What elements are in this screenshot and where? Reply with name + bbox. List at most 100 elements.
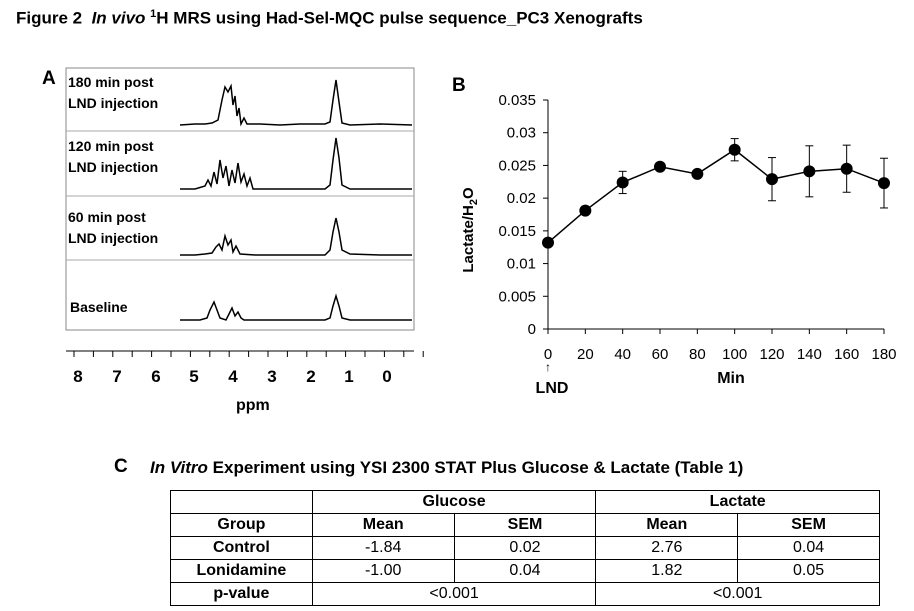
lactate-series [542,138,890,249]
spectrum-label-60-line1: 60 min post [68,209,146,225]
y-axis-label: Lactate/H2O [460,187,480,273]
lactate-header: Lactate [595,490,880,514]
table-row: Lonidamine -1.00 0.04 1.82 0.05 [170,559,880,583]
spectrum-label-180: 180 min post LND injection [68,72,158,114]
figure-title-italic: In vivo [91,8,146,28]
lactate-mean-header: Mean [595,513,739,537]
x-tick-label: 20 [577,346,594,363]
table-row-pvalue: p-value <0.001 <0.001 [170,582,880,606]
y-axis-label-tail: O [460,187,477,199]
spectrum-label-120-line1: 120 min post [68,138,154,154]
x-tick-label: 0 [544,346,552,363]
y-axis-label-main: Lactate/H [460,205,477,273]
ppm-minor-ticks [73,351,424,357]
spectrum-label-180-line1: 180 min post [68,74,154,90]
spectrum-trace-baseline [180,293,412,321]
lactate-sem-cell: 0.05 [737,559,880,583]
figure-title-sup: 1 [150,8,157,20]
lactate-sem-cell: 0.04 [737,536,880,560]
ppm-tick-label: 6 [151,367,161,386]
y-tick-label: 0 [528,321,536,338]
table-header-row-2: Group Mean SEM Mean SEM [170,513,880,537]
spectrum-label-60: 60 min post LND injection [68,207,158,249]
lactate-line [547,148,885,244]
spectrum-label-baseline-line1: Baseline [70,299,128,315]
glucose-sem-cell: 0.02 [453,536,597,560]
spectrum-label-baseline: Baseline [70,297,128,318]
x-tick-label: 160 [834,346,859,363]
x-tick-label: 140 [797,346,822,363]
x-tick-label: 120 [759,346,784,363]
data-point [878,177,890,190]
ppm-tick-label: 4 [228,367,238,386]
figure-title: Figure 2 In vivo 1H MRS using Had-Sel-MQ… [16,8,643,29]
ppm-tick-label: 8 [73,367,83,386]
y-tick-label: 0.015 [498,223,536,240]
lnd-arrow: ↑ [545,360,551,374]
y-axis-label-sub: 2 [468,199,480,205]
y-tick-label: 0.03 [507,125,536,142]
group-cell: Lonidamine [170,559,313,583]
y-tick-label: 0.01 [507,256,536,273]
lactate-mean-cell: 2.76 [595,536,739,560]
spectra-frame [65,67,415,331]
glucose-sem-cell: 0.04 [453,559,597,583]
y-tick-label: 0.035 [498,92,536,109]
x-axis-ticks: 0 20 40 60 80 100 120 140 160 180 [544,329,897,363]
data-point [616,176,629,189]
glucose-mean-header: Mean [311,513,455,537]
table-header-row-1: Glucose Lactate [170,490,880,514]
spectrum-label-120: 120 min post LND injection [68,136,158,178]
pvalue-label: p-value [170,582,313,606]
table-title: In Vitro Experiment using YSI 2300 STAT … [150,458,743,478]
x-tick-label: 100 [722,346,747,363]
ppm-axis-label: ppm [236,397,270,414]
figure-prefix: Figure 2 [16,8,83,28]
ppm-tick-label: 2 [306,367,316,386]
spectrum-trace-180min [179,79,413,127]
y-tick-label: 0.005 [498,288,536,305]
group-cell: Control [170,536,313,560]
data-point [766,173,778,186]
x-axis-label: Min [717,370,745,387]
x-tick-label: 60 [652,346,669,363]
x-tick-label: 180 [871,346,896,363]
data-point [654,160,666,173]
data-point [840,162,853,175]
table-corner-cell [170,490,313,514]
spectrum-label-120-line2: LND injection [68,159,159,175]
glucose-header: Glucose [311,490,597,514]
lnd-annotation: LND [536,380,569,397]
panel-b-label: B [452,75,466,96]
glucose-sem-header: SEM [453,513,597,537]
data-point [728,143,741,156]
lactate-chart: 0 0.005 0.01 0.015 0.02 0.025 0.03 0.035 0 20 40 6… [460,92,897,397]
ppm-tick-label: 5 [189,367,199,386]
lactate-mean-cell: 1.82 [595,559,739,583]
spectra-panel [65,67,424,357]
ppm-tick-label: 3 [267,367,277,386]
spectrum-trace-120min [180,137,412,190]
spectrum-trace-60min [180,217,412,256]
ppm-tick-label: 7 [112,367,122,386]
results-table: Glucose Lactate Group Mean SEM Mean SEM … [170,490,880,606]
ppm-tick-label: 1 [344,367,354,386]
ppm-tick-label: 0 [382,367,392,386]
data-point [691,167,704,180]
spectrum-label-60-line2: LND injection [68,230,159,246]
table-title-rest: Experiment using YSI 2300 STAT Plus Gluc… [207,458,744,477]
data-point [803,165,816,178]
x-tick-label: 80 [689,346,706,363]
glucose-mean-cell: -1.00 [311,559,455,583]
glucose-pvalue: <0.001 [311,582,597,606]
x-tick-label: 40 [614,346,631,363]
panel-c-label: C [114,456,128,477]
y-tick-label: 0.025 [498,157,536,174]
table-row: Control -1.84 0.02 2.76 0.04 [170,536,880,560]
y-axis-ticks: 0 0.005 0.01 0.015 0.02 0.025 0.03 0.035 [498,92,548,338]
lactate-sem-header: SEM [737,513,880,537]
figure-title-rest: H MRS using Had-Sel-MQC pulse sequence_P… [156,8,643,28]
lactate-pvalue: <0.001 [595,582,880,606]
data-point [579,204,592,217]
spectrum-label-180-line2: LND injection [68,95,159,111]
